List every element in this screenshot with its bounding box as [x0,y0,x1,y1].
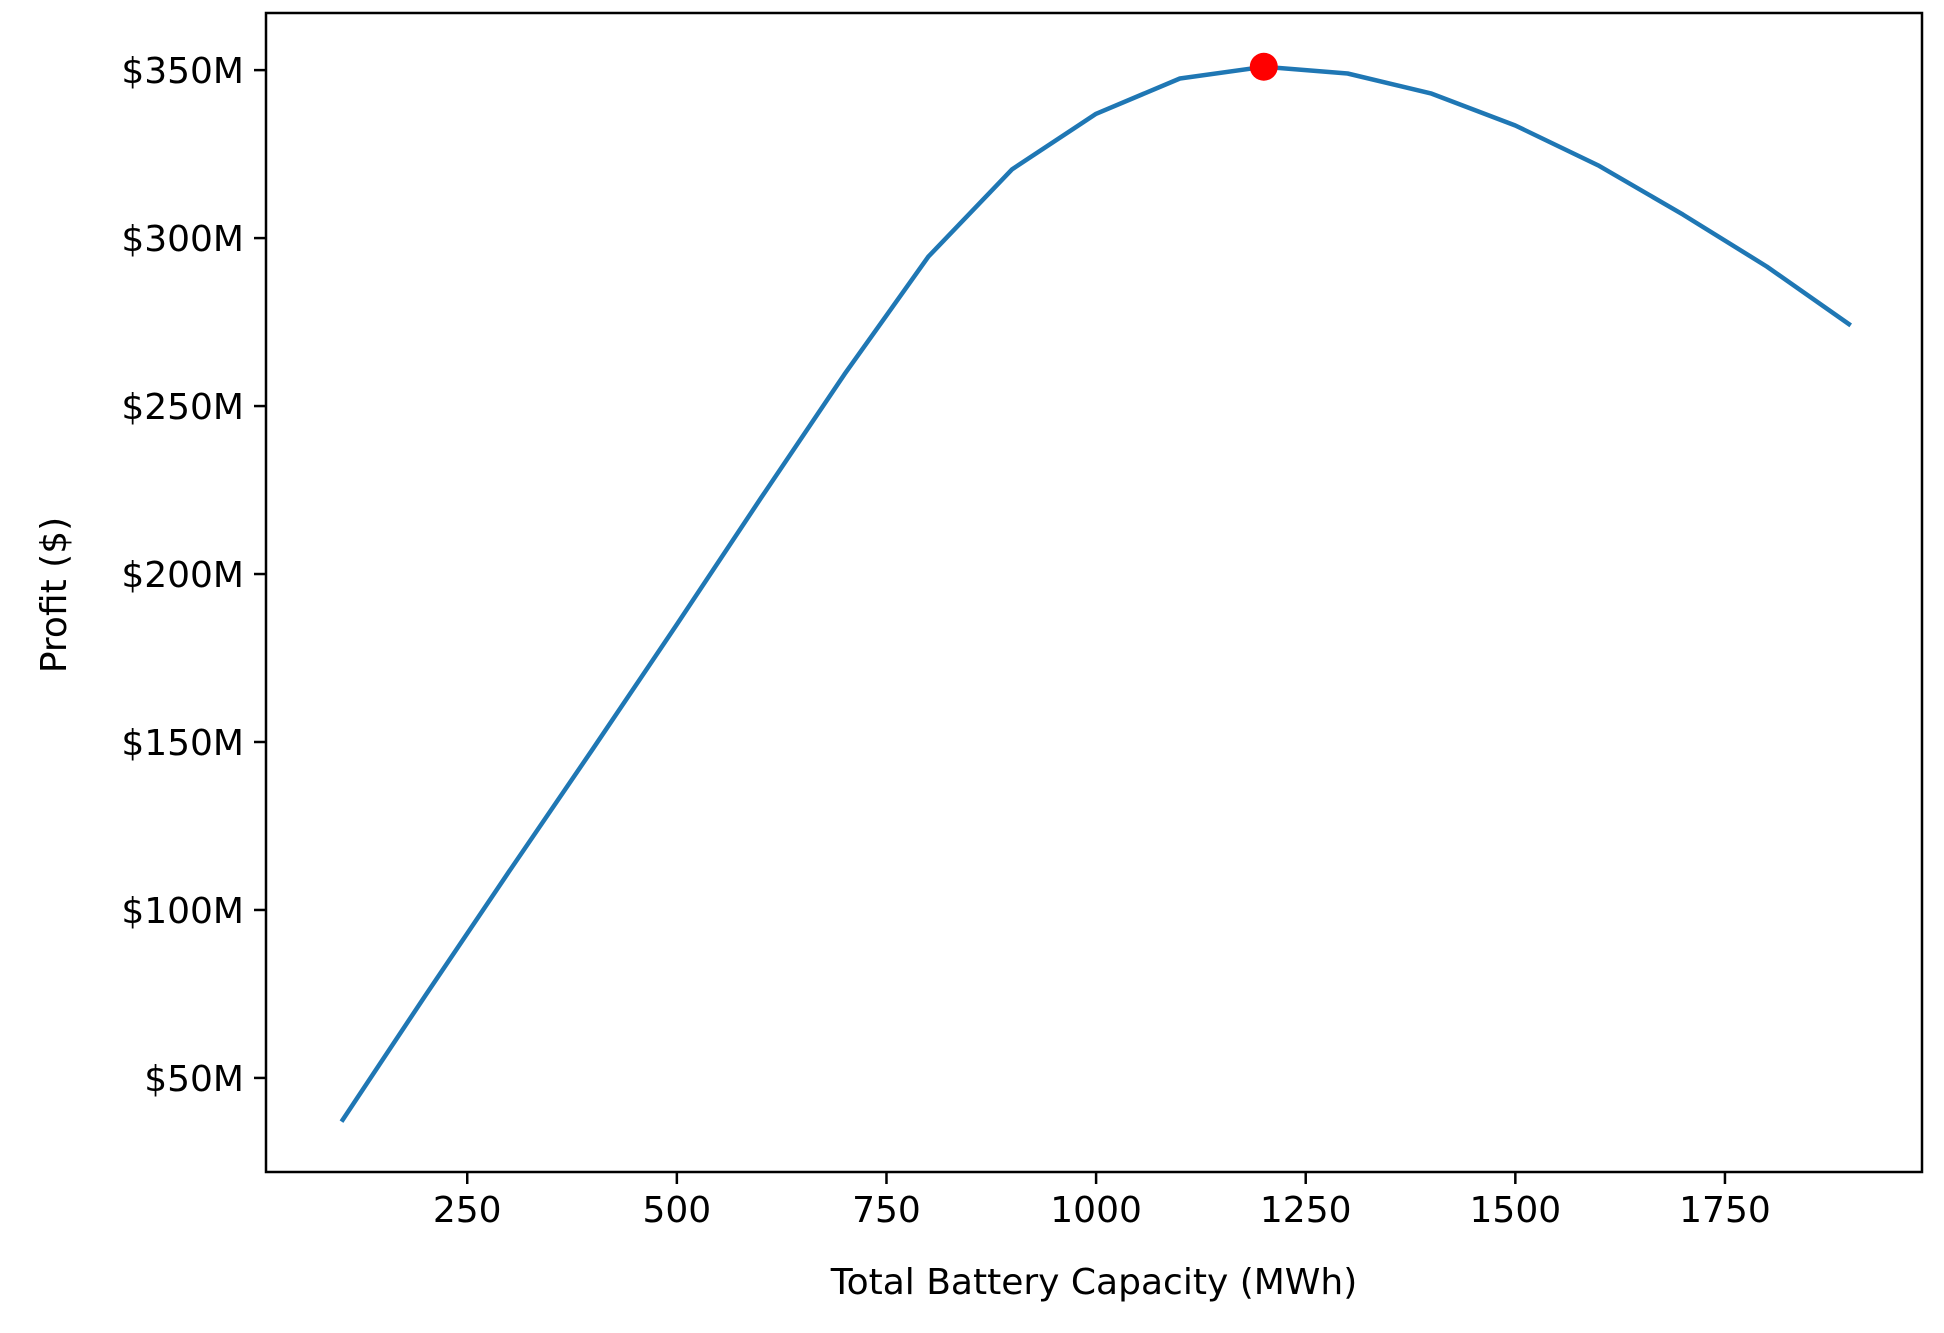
x-tick-label: 750 [852,1190,921,1231]
max-profit-marker [1249,52,1278,81]
y-tick-label: $300M [121,219,244,260]
y-axis-label: Profit ($) [34,517,75,673]
x-tick-label: 1250 [1260,1190,1352,1231]
axes-frame [264,11,1924,1174]
x-axis-label: Total Battery Capacity (MWh) [830,1262,1358,1303]
x-tick-label: 250 [433,1190,502,1231]
y-tick-label: $200M [121,555,244,596]
y-tick-label: $350M [121,51,244,92]
series-line-0 [339,64,1852,1123]
y-tick-label: $50M [144,1059,244,1100]
x-tick-label: 1750 [1679,1190,1771,1231]
x-tick-label: 1500 [1470,1190,1562,1231]
y-tick-label: $250M [121,387,244,428]
x-tick-label: 1000 [1050,1190,1142,1231]
plot-area: 250 500 750 1000 1250 1500 1750 $50M $100M $150M $… [121,11,1924,1231]
y-tick-label: $100M [121,891,244,932]
y-tick-label: $150M [121,723,244,764]
x-tick-label: 500 [642,1190,711,1231]
